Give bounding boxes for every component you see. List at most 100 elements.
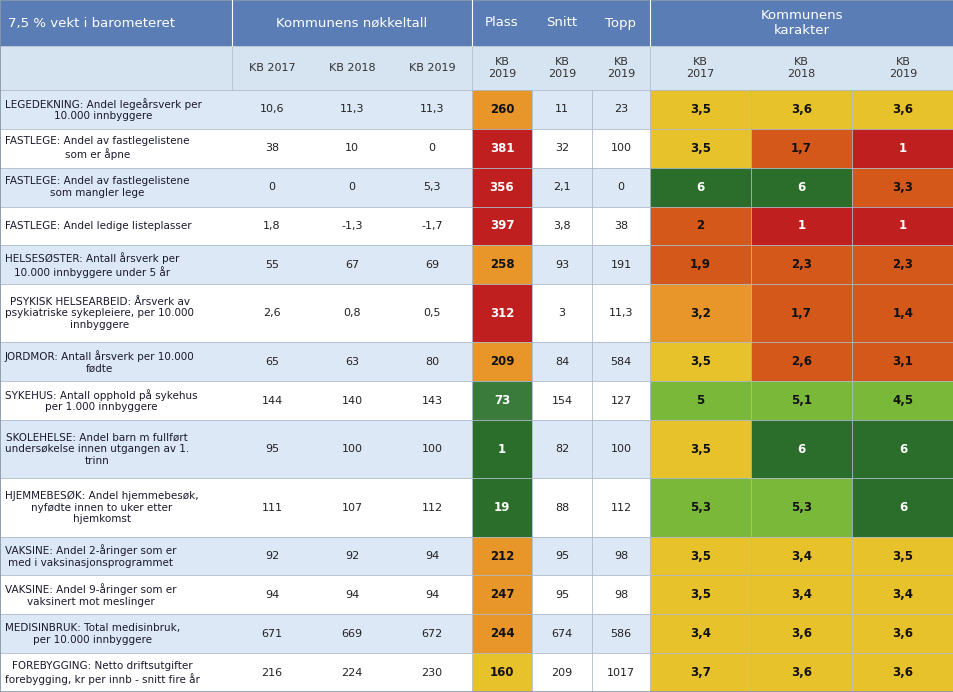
Text: 247: 247 — [489, 588, 514, 601]
Bar — [851, 478, 953, 536]
Text: 2,1: 2,1 — [553, 182, 570, 192]
Text: 2: 2 — [696, 219, 704, 233]
Bar — [592, 576, 649, 614]
Bar — [532, 284, 592, 343]
Text: 5,1: 5,1 — [790, 394, 811, 407]
Text: FASTLEGE: Andel ledige listeplasser: FASTLEGE: Andel ledige listeplasser — [5, 221, 192, 231]
Bar — [851, 206, 953, 246]
Text: 95: 95 — [265, 444, 279, 454]
Bar — [851, 90, 953, 129]
Bar — [0, 206, 953, 246]
Bar — [532, 536, 592, 576]
Bar — [532, 653, 592, 692]
Bar — [750, 576, 851, 614]
Text: 55: 55 — [265, 260, 278, 270]
Text: 1: 1 — [898, 142, 906, 155]
Bar — [649, 614, 750, 653]
Bar — [750, 129, 851, 167]
Text: 0: 0 — [617, 182, 624, 192]
Text: 112: 112 — [421, 502, 442, 513]
Bar — [851, 284, 953, 343]
Text: 38: 38 — [614, 221, 627, 231]
Text: 69: 69 — [424, 260, 438, 270]
Text: 5,3: 5,3 — [790, 501, 811, 514]
Bar — [0, 46, 953, 90]
Text: KB
2019: KB 2019 — [487, 57, 516, 79]
Text: 671: 671 — [261, 629, 282, 639]
Bar — [649, 284, 750, 343]
Bar — [532, 246, 592, 284]
Text: KB
2019: KB 2019 — [888, 57, 916, 79]
Text: 3: 3 — [558, 309, 565, 318]
Bar — [592, 129, 649, 167]
Text: 111: 111 — [261, 502, 282, 513]
Text: KB 2017: KB 2017 — [249, 63, 295, 73]
Text: 3,5: 3,5 — [689, 588, 710, 601]
Text: 586: 586 — [610, 629, 631, 639]
Text: 3,1: 3,1 — [892, 356, 912, 368]
Bar — [472, 343, 532, 381]
Bar — [592, 206, 649, 246]
Text: 92: 92 — [345, 551, 358, 561]
Text: 2,6: 2,6 — [263, 309, 280, 318]
Text: 669: 669 — [341, 629, 362, 639]
Bar — [750, 420, 851, 478]
Text: 244: 244 — [489, 627, 514, 640]
Bar — [649, 536, 750, 576]
Text: 209: 209 — [551, 668, 572, 677]
Text: FOREBYGGING: Netto driftsutgifter
forebygging, kr per innb - snitt fire år: FOREBYGGING: Netto driftsutgifter foreby… — [5, 661, 200, 684]
Bar — [649, 90, 750, 129]
Text: KB 2019: KB 2019 — [408, 63, 455, 73]
Bar — [0, 0, 953, 46]
Bar — [851, 653, 953, 692]
Bar — [592, 381, 649, 420]
Text: 397: 397 — [489, 219, 514, 233]
Text: 73: 73 — [494, 394, 510, 407]
Text: 191: 191 — [610, 260, 631, 270]
Bar — [532, 90, 592, 129]
Text: 3,6: 3,6 — [790, 666, 811, 679]
Text: 100: 100 — [421, 444, 442, 454]
Text: 160: 160 — [489, 666, 514, 679]
Bar — [472, 420, 532, 478]
Bar — [649, 576, 750, 614]
Text: 3,8: 3,8 — [553, 221, 570, 231]
Bar — [592, 614, 649, 653]
Bar — [472, 381, 532, 420]
Text: 212: 212 — [489, 549, 514, 563]
Text: 3,6: 3,6 — [892, 103, 913, 116]
Text: 230: 230 — [421, 668, 442, 677]
Text: 3,6: 3,6 — [790, 103, 811, 116]
Bar — [851, 381, 953, 420]
Text: 260: 260 — [489, 103, 514, 116]
Bar — [0, 614, 953, 653]
Text: 10: 10 — [345, 143, 358, 153]
Bar — [851, 614, 953, 653]
Text: JORDMOR: Antall årsverk per 10.000
fødte: JORDMOR: Antall årsverk per 10.000 fødte — [5, 350, 194, 374]
Text: 0,8: 0,8 — [343, 309, 360, 318]
Bar — [0, 576, 953, 614]
Bar — [649, 478, 750, 536]
Bar — [649, 246, 750, 284]
Bar — [851, 343, 953, 381]
Text: 100: 100 — [341, 444, 362, 454]
Text: 1,8: 1,8 — [263, 221, 280, 231]
Text: 0,5: 0,5 — [423, 309, 440, 318]
Text: 94: 94 — [424, 551, 438, 561]
Text: SYKEHUS: Antall opphold på sykehus
per 1.000 innbyggere: SYKEHUS: Antall opphold på sykehus per 1… — [5, 389, 197, 412]
Text: 5,3: 5,3 — [689, 501, 710, 514]
Bar — [472, 536, 532, 576]
Bar — [851, 420, 953, 478]
Text: 381: 381 — [489, 142, 514, 155]
Bar — [532, 129, 592, 167]
Text: VAKSINE: Andel 9-åringer som er
vaksinert mot meslinger: VAKSINE: Andel 9-åringer som er vaksiner… — [5, 583, 176, 607]
Text: 154: 154 — [551, 396, 572, 406]
Text: 2,6: 2,6 — [790, 356, 811, 368]
Text: 6: 6 — [797, 181, 804, 194]
Bar — [472, 90, 532, 129]
Bar — [851, 576, 953, 614]
Text: 11: 11 — [555, 104, 568, 114]
Text: 95: 95 — [555, 551, 569, 561]
Bar — [0, 381, 953, 420]
Text: 143: 143 — [421, 396, 442, 406]
